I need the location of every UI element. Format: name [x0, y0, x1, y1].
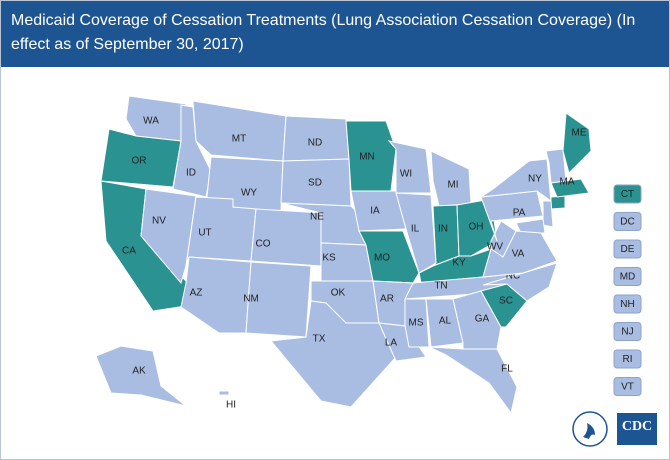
state [218, 390, 230, 396]
state-label: ME [572, 128, 587, 139]
small-state-label: NH [620, 299, 634, 310]
state [192, 100, 287, 162]
state-label: NM [243, 294, 259, 305]
small-state-label: NJ [621, 327, 633, 338]
state [490, 220, 517, 258]
small-state-label: VT [621, 382, 634, 393]
state-label: MI [447, 180, 458, 191]
small-state-box [613, 212, 642, 231]
state-label: NV [152, 216, 166, 227]
state-label: MS [409, 318, 424, 329]
state-label: WA [143, 116, 159, 127]
seal-ring [572, 411, 608, 447]
small-state-shape [542, 200, 554, 228]
state-label: CO [256, 239, 271, 250]
state-label: MN [359, 152, 375, 163]
state [430, 150, 472, 207]
state-label: HI [226, 400, 236, 411]
state-label: VA [512, 249, 525, 260]
header-title: Medicaid Coverage of Cessation Treatment… [1, 1, 669, 67]
state-label: KS [322, 253, 336, 264]
state-label: LA [385, 338, 398, 349]
state-label: NC [506, 271, 520, 282]
state-label: PA [513, 208, 526, 219]
cdc-logo [617, 413, 657, 445]
small-state-box [613, 377, 642, 396]
state-label: FL [501, 364, 513, 375]
state-label: NY [528, 174, 542, 185]
state-label: TN [434, 281, 447, 292]
small-state-box [613, 294, 642, 314]
small-state-shape [515, 218, 546, 234]
state [95, 345, 187, 407]
state-label: OK [331, 288, 346, 299]
state-label: MT [232, 134, 246, 145]
state-label: OH [469, 222, 484, 233]
state [480, 283, 528, 328]
state [404, 298, 430, 348]
state-label: IL [411, 224, 420, 235]
state-label: MO [374, 253, 390, 264]
state-label: GA [475, 314, 490, 325]
state-label: AZ [190, 288, 203, 299]
state-label: UT [198, 228, 211, 239]
state-label: WY [241, 188, 257, 199]
state-label: AR [380, 294, 394, 305]
state-label: SC [499, 296, 513, 307]
small-state-label: RI [623, 354, 633, 365]
small-state-box [613, 239, 642, 259]
state [562, 112, 592, 174]
hhs-seal [572, 411, 608, 447]
state-label: IN [438, 224, 448, 235]
state-label: ND [308, 138, 322, 149]
state-label: SD [308, 178, 322, 189]
small-state-shape [550, 195, 566, 210]
state-label: WI [400, 169, 412, 180]
state-label: MA [560, 177, 575, 188]
small-state-label: MD [620, 272, 636, 283]
seal-eagle [583, 423, 595, 439]
state-label: KY [452, 258, 466, 269]
small-state-label: CT [621, 189, 634, 200]
state [395, 192, 437, 274]
state-label: CA [122, 246, 136, 257]
small-state-box [613, 349, 642, 369]
state-label: WV [487, 242, 503, 253]
small-state-label: DE [621, 244, 635, 255]
state [387, 140, 432, 194]
state [428, 346, 518, 415]
state [550, 178, 590, 198]
state [140, 188, 197, 285]
state-label: IA [370, 206, 380, 217]
state-label: OR [132, 156, 147, 167]
state-label: TX [313, 334, 326, 345]
state-label: AL [439, 316, 452, 327]
state-label: NE [310, 212, 324, 223]
state-label: ID [186, 168, 196, 179]
small-state-box [613, 184, 642, 204]
state-label: AK [132, 366, 146, 377]
small-state-box [613, 267, 642, 286]
state [480, 158, 552, 203]
small-state-label: DC [620, 217, 634, 228]
small-state-box [613, 322, 642, 341]
state [270, 300, 397, 408]
cdc-logo-text: CDC [622, 419, 652, 434]
state [378, 322, 427, 362]
